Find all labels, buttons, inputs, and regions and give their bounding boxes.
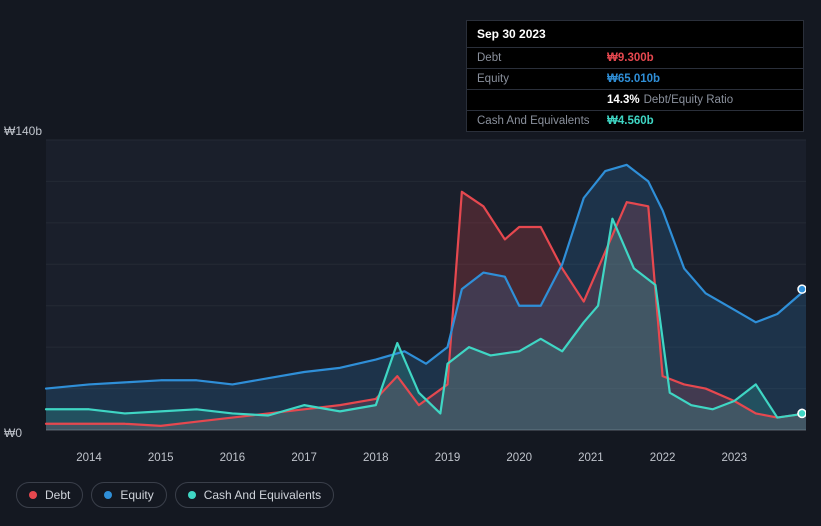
legend-label: Debt: [45, 488, 70, 502]
legend-dot: [29, 491, 37, 499]
x-axis-year: 2014: [76, 452, 102, 464]
legend-dot: [104, 491, 112, 499]
chart-area[interactable]: [16, 120, 806, 480]
x-axis-year: 2022: [650, 452, 676, 464]
legend-dot: [188, 491, 196, 499]
x-axis-year: 2020: [506, 452, 532, 464]
tooltip-row-label: Debt: [477, 52, 607, 64]
tooltip-row-label: [477, 94, 607, 106]
x-axis-year: 2017: [291, 452, 317, 464]
legend-label: Equity: [120, 488, 153, 502]
legend: Debt Equity Cash And Equivalents: [16, 482, 334, 508]
x-axis-year: 2015: [148, 452, 174, 464]
data-tooltip: Sep 30 2023 Debt₩9.300bEquity₩65.010b14.…: [466, 20, 804, 132]
tooltip-row-value: ₩65.010b: [607, 73, 660, 85]
tooltip-row-value: 14.3%Debt/Equity Ratio: [607, 94, 733, 106]
tooltip-row: 14.3%Debt/Equity Ratio: [467, 89, 803, 110]
tooltip-row: Equity₩65.010b: [467, 68, 803, 89]
x-axis-year: 2023: [722, 452, 748, 464]
chart-svg: [16, 120, 806, 440]
legend-item-cash-and-equivalents[interactable]: Cash And Equivalents: [175, 482, 334, 508]
tooltip-row-suffix: Debt/Equity Ratio: [644, 94, 734, 106]
tooltip-date: Sep 30 2023: [467, 21, 803, 47]
x-axis-year: 2018: [363, 452, 389, 464]
legend-item-equity[interactable]: Equity: [91, 482, 166, 508]
legend-label: Cash And Equivalents: [204, 488, 321, 502]
tooltip-row-label: Equity: [477, 73, 607, 85]
tooltip-row: Debt₩9.300b: [467, 47, 803, 68]
x-axis-year: 2019: [435, 452, 461, 464]
legend-item-debt[interactable]: Debt: [16, 482, 83, 508]
x-axis-year: 2021: [578, 452, 604, 464]
tooltip-row-value: ₩9.300b: [607, 52, 654, 64]
x-axis-year: 2016: [220, 452, 246, 464]
